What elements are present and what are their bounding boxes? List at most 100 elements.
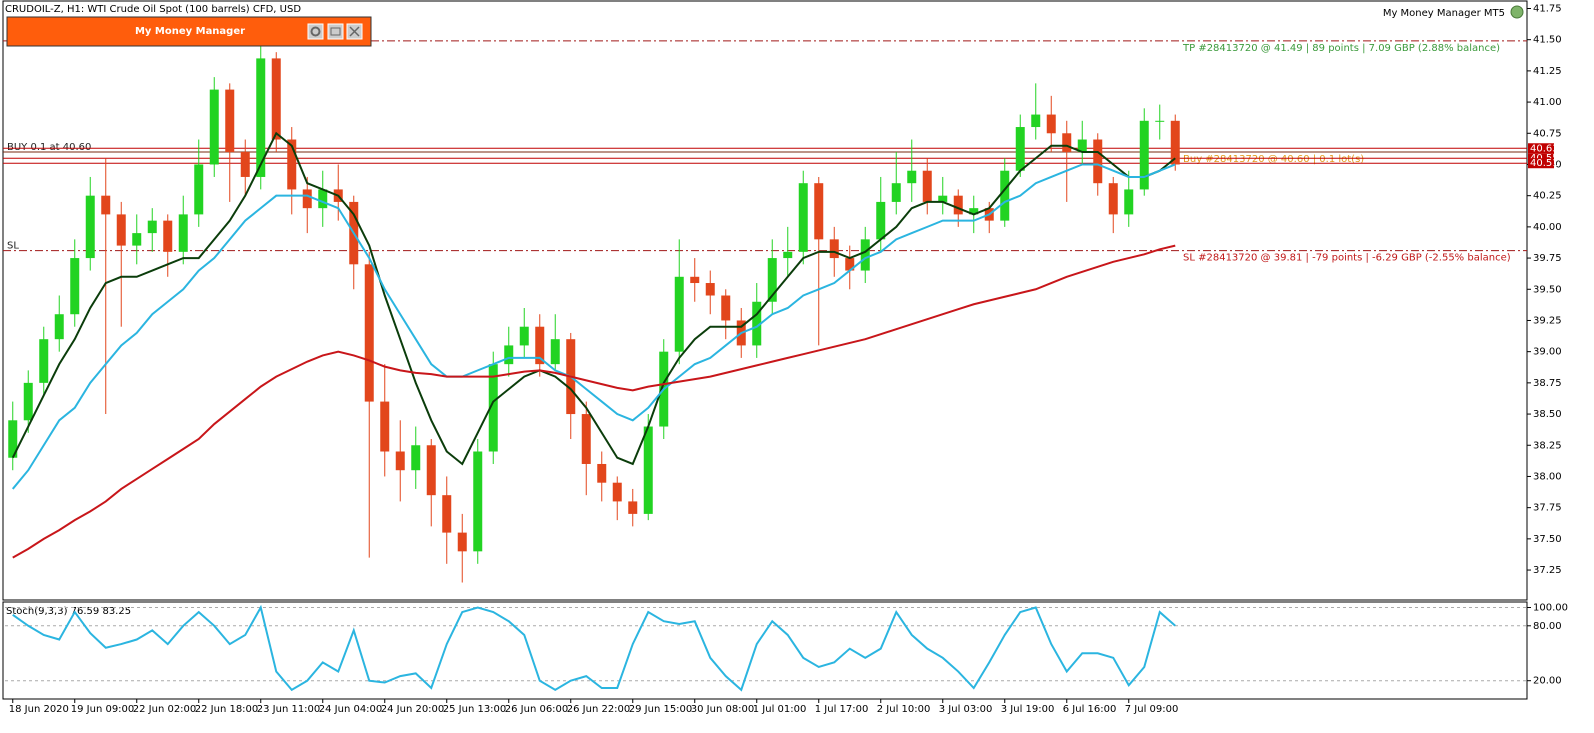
price-tag [1528,143,1554,154]
y-tick-label: 39.75 [1533,253,1562,264]
candle-body [643,426,653,514]
y-tick-label: 39.00 [1533,347,1562,358]
y-tick-label: 38.75 [1533,378,1562,389]
y-tick-label: 41.50 [1533,35,1562,46]
candle-body [8,420,18,458]
candle-body [674,276,684,352]
candle-body [256,58,266,177]
plot: 41.7541.5041.2541.0040.7540.5040.2540.00… [3,3,1568,715]
settings-icon [310,26,321,37]
minimize-button[interactable] [327,23,344,40]
expert-icon[interactable] [1510,5,1524,19]
candle-body [1124,189,1134,215]
y-tick-label: 37.75 [1533,503,1562,514]
x-tick-label: 29 Jun 15:00 [629,704,693,715]
candle-body [1062,133,1072,152]
close-icon [349,26,360,37]
y-tick-label: 41.25 [1533,66,1562,77]
level-left-label: SL [7,241,19,252]
x-tick-label: 1 Jul 01:00 [753,704,807,715]
x-tick-label: 6 Jul 16:00 [1063,704,1117,715]
level-right-label: Buy #28413720 @ 40.60 | 0.1 lot(s) [1183,154,1364,165]
candle-body [85,195,95,259]
candle-body [1077,139,1087,152]
candle-body [721,295,731,321]
moving-average [11,163,1176,490]
candle-body [1108,183,1118,215]
level-right-label: TP #28413720 @ 41.49 | 89 points | 7.09 … [1182,43,1500,54]
candle-body [302,189,312,209]
candle-body [581,414,591,464]
candle-body [23,382,33,421]
candle-body [240,151,250,177]
y-tick-label: 40.75 [1533,128,1562,139]
candle-body [597,463,607,483]
x-tick-label: 3 Jul 19:00 [1001,704,1055,715]
candle-body [54,314,64,340]
x-tick-label: 24 Jun 04:00 [319,704,383,715]
candle-body [814,183,824,240]
candle-body [70,258,80,315]
candle-body [535,326,545,365]
y-tick-label: 39.50 [1533,284,1562,295]
candle-body [690,276,700,284]
indicator-frame [2,601,1528,700]
candle-body [1000,170,1010,221]
candle-body [457,532,467,552]
x-tick-label: 2 Jul 10:00 [877,704,931,715]
indicator-tick-label: 20.00 [1533,676,1562,687]
price-frame [2,0,1528,601]
symbol-info: CRUDOIL-Z, H1: WTI Crude Oil Spot (100 b… [5,4,301,15]
price-tag-label: 40.51 [1530,158,1559,169]
candle-body [380,401,390,452]
candle-body [767,258,777,302]
moving-average [12,244,1176,559]
x-tick-label: 1 Jul 17:00 [815,704,869,715]
candle-body [225,89,235,152]
candle-body [829,239,839,259]
candle-body [1031,114,1041,128]
candle-body [209,89,219,165]
y-tick-label: 40.00 [1533,222,1562,233]
candle-body [876,201,886,240]
candle-body [922,170,932,202]
x-tick-label: 22 Jun 18:00 [195,704,259,715]
level-left-label: BUY 0.1 at 40.60 [7,142,91,153]
candle-body [178,214,188,252]
x-tick-label: 26 Jun 06:00 [505,704,569,715]
settings-button[interactable] [307,23,324,40]
candle-body [891,183,901,202]
candle-body [1046,114,1056,134]
candle-body [271,58,281,140]
candle-body [519,326,529,346]
x-tick-label: 3 Jul 03:00 [939,704,993,715]
y-tick-label: 40.25 [1533,191,1562,202]
candle-body [473,451,483,552]
candle-body [147,220,157,234]
y-tick-label: 37.25 [1533,565,1562,576]
money-manager-panel[interactable]: My Money Manager [6,16,372,47]
candle-body [938,195,948,202]
minimize-icon [330,27,341,36]
candle-body [953,195,963,215]
candle-body [1015,127,1025,171]
candle-body [783,251,793,259]
y-tick-label: 41.00 [1533,97,1562,108]
candle-body [163,220,173,252]
candle-body [364,264,374,402]
candle-body [845,258,855,271]
candle-body [1139,120,1149,190]
stochastic-line [12,604,1176,692]
price-tag-label: 40.63 [1530,143,1559,154]
indicator-tick-label: 100.00 [1533,602,1568,613]
x-tick-label: 18 Jun 2020 [9,704,69,715]
y-tick-label: 38.00 [1533,471,1562,482]
candle-body [426,445,436,496]
x-tick-label: 25 Jun 13:00 [443,704,507,715]
candle-body [1155,120,1165,122]
candle-body [504,345,514,365]
candle-body [287,139,297,190]
candle-body [116,214,126,246]
candle-body [860,239,870,271]
